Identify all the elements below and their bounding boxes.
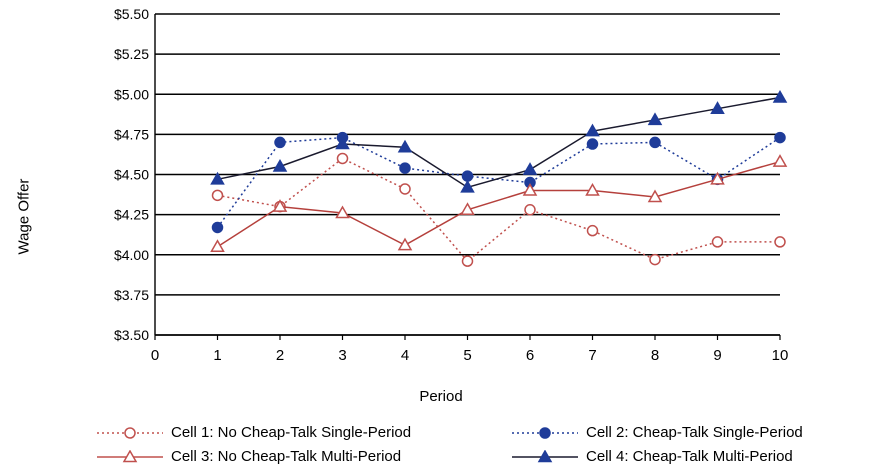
legend-label-cell-3: Cell 3: No Cheap-Talk Multi-Period [171,448,402,465]
x-tick-label: 2 [276,347,284,364]
x-axis-label: Period [419,388,463,405]
y-tick-label: $4.25 [114,207,149,223]
data-point [399,183,411,195]
x-tick-label: 5 [463,347,471,364]
y-tick-label: $3.75 [114,287,149,303]
data-point [210,171,225,185]
y-tick-label: $5.00 [114,86,149,102]
data-point [774,236,786,248]
data-point [649,136,661,149]
data-point [461,255,474,267]
legend-item-cell-2: Cell 2: Cheap-Talk Single-Period [510,424,803,441]
series-2 [211,131,786,234]
data-point [774,131,786,144]
data-point [274,136,286,149]
data-point [210,239,225,252]
series-3 [210,154,788,252]
legend-swatch-cell-3 [97,449,163,462]
y-tick-label: $4.50 [114,167,149,183]
series-line-4 [217,96,781,189]
legend-marker [124,426,136,439]
legend-swatch-cell-4 [512,449,578,462]
x-tick-label: 4 [401,347,409,364]
data-point [272,199,288,212]
data-point [336,152,349,165]
legend-marker [539,426,551,439]
data-point [710,101,725,114]
x-tick-label: 10 [772,347,789,364]
legend-item-cell-1: Cell 1: No Cheap-Talk Single-Period [95,424,411,441]
legend-swatch-cell-2 [512,426,578,439]
x-tick-label: 3 [338,347,346,364]
series-1 [211,152,786,267]
legend-label-cell-4: Cell 4: Cheap-Talk Multi-Period [586,448,793,465]
x-tick-label: 6 [526,347,534,364]
data-point [460,202,475,216]
y-tick-label: $3.50 [114,327,149,343]
data-point [522,162,538,175]
data-point [461,170,474,182]
data-point [772,154,788,167]
data-point [460,179,475,193]
legend-label-cell-2: Cell 2: Cheap-Talk Single-Period [586,424,803,441]
line-chart: $3.50 $3.75 $4.00 $4.25 $4.50 $4.75 $5.00 $5.25… [114,6,789,364]
y-tick-label: $4.75 [114,126,149,142]
series-layer [210,89,788,267]
legend-marker [122,449,138,462]
data-point [397,139,413,153]
data-point [647,189,663,203]
data-point [585,183,600,196]
data-point [335,136,350,150]
series-line-2 [216,136,781,228]
data-point [711,236,724,248]
data-point [524,204,536,216]
data-point [335,205,350,219]
y-tick-labels: $3.50 $3.75 $4.00 $4.25 $4.50 $4.75 $5.00 $5.25… [114,6,149,343]
series-line-1 [217,157,780,263]
y-axis-label: Wage Offer [15,178,33,255]
x-tick-label: 1 [213,347,221,364]
x-tick-label: 8 [651,347,659,364]
data-point [397,237,413,251]
legend-item-cell-4: Cell 4: Cheap-Talk Multi-Period [510,448,793,465]
data-point [586,138,599,150]
data-point [647,112,663,126]
x-tick-labels: 0 1 2 3 4 5 6 7 8 9 10 [151,347,789,364]
data-point [399,162,411,174]
data-point [272,158,288,172]
x-tick-label: 9 [713,347,721,364]
x-tick-label: 7 [588,347,596,364]
y-tick-label: $5.50 [114,6,149,22]
data-point [522,183,538,196]
series-line-3 [217,160,781,248]
data-point [211,221,224,234]
data-point [649,253,661,266]
legend-item-cell-3: Cell 3: No Cheap-Talk Multi-Period [95,448,401,465]
legend-marker [537,449,553,462]
data-point [211,189,224,202]
data-point [710,171,725,185]
legend-label-cell-1: Cell 1: No Cheap-Talk Single-Period [171,424,412,441]
x-tick-label: 0 [151,347,159,364]
y-tick-label: $5.25 [114,46,149,62]
data-point [586,224,599,237]
data-point [772,89,788,103]
data-point [585,123,600,137]
series-4 [210,89,788,193]
axes [154,14,781,340]
y-tick-label: $4.00 [114,247,149,263]
legend-swatch-cell-1 [97,426,163,439]
